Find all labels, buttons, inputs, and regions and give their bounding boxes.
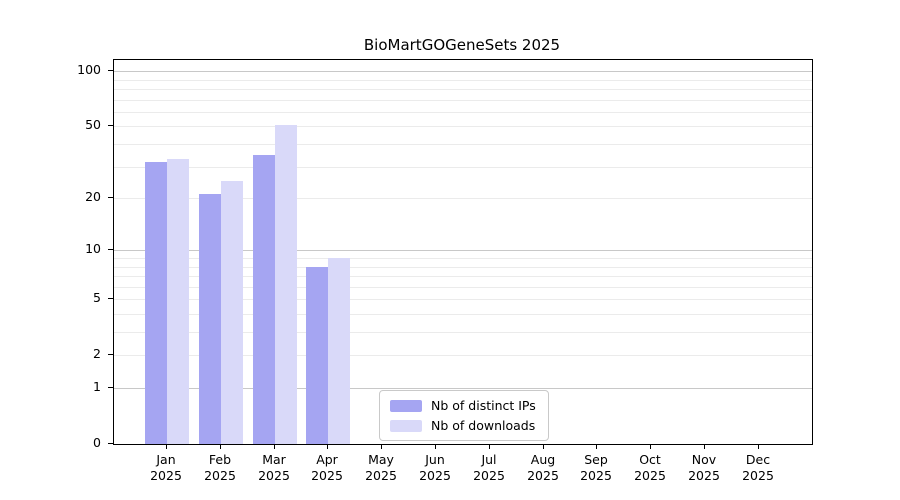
x-tick-mark [596, 444, 597, 449]
bar-apr-distinct-ips [306, 267, 329, 444]
plot-area: Nb of distinct IPs Nb of downloads [113, 59, 813, 445]
gridline-minor [114, 332, 812, 333]
gridline-minor [114, 286, 812, 288]
gridline-minor [114, 166, 812, 168]
bar-feb-distinct-ips [198, 194, 221, 444]
x-tick-label: Oct 2025 [634, 452, 666, 483]
x-tick-mark [381, 444, 382, 449]
gridline-major [114, 71, 812, 73]
x-tick-mark [435, 444, 436, 449]
bar-apr-downloads [328, 258, 351, 444]
gridline-major [114, 250, 812, 252]
x-tick-mark [758, 444, 759, 449]
x-tick-mark [166, 444, 167, 449]
x-tick-mark [489, 444, 490, 449]
gridline-minor [114, 111, 812, 113]
x-tick-label: Dec 2025 [742, 452, 774, 483]
x-tick-label: Mar 2025 [258, 452, 290, 483]
y-tick-label: 10 [85, 241, 101, 256]
bar-jan-downloads [167, 159, 189, 444]
y-tick-mark [108, 354, 113, 355]
y-tick-label: 2 [93, 346, 101, 361]
y-tick-label: 20 [85, 189, 101, 204]
x-tick-mark [543, 444, 544, 449]
bar-mar-distinct-ips [252, 155, 275, 444]
x-tick-label: Nov 2025 [688, 452, 720, 483]
x-tick-label: Apr 2025 [311, 452, 343, 483]
gridline-minor [114, 299, 812, 301]
x-tick-label: May 2025 [365, 452, 397, 483]
x-tick-mark [220, 444, 221, 449]
x-tick-label: Jan 2025 [150, 452, 182, 483]
y-tick-mark [108, 387, 113, 388]
gridline-minor [114, 266, 812, 268]
y-tick-mark [108, 197, 113, 198]
x-tick-mark [327, 444, 328, 449]
legend-swatch-distinct-ips [390, 399, 422, 412]
legend-label-distinct-ips: Nb of distinct IPs [431, 398, 536, 413]
y-tick-label: 100 [77, 62, 101, 77]
x-tick-label: Jun 2025 [419, 452, 451, 483]
bar-feb-downloads [220, 181, 243, 444]
gridline-minor [114, 144, 812, 145]
gridline-minor [114, 257, 812, 259]
y-tick-mark [108, 70, 113, 71]
legend-swatch-downloads [390, 419, 422, 432]
gridline-minor [114, 313, 812, 315]
y-tick-label: 50 [85, 117, 101, 132]
legend: Nb of distinct IPs Nb of downloads [379, 390, 549, 441]
y-tick-label: 1 [93, 379, 101, 394]
y-tick-mark [108, 249, 113, 250]
x-tick-label: Jul 2025 [473, 452, 505, 483]
gridline-minor [114, 99, 812, 101]
bar-mar-downloads [274, 125, 297, 444]
gridline-minor [114, 89, 812, 90]
legend-label-downloads: Nb of downloads [431, 418, 536, 433]
gridline-major [114, 388, 812, 389]
x-tick-label: Aug 2025 [527, 452, 559, 483]
legend-item-distinct-ips: Nb of distinct IPs [390, 398, 536, 413]
gridline-minor [114, 198, 812, 200]
gridline-minor [114, 79, 812, 81]
gridline-minor [114, 276, 812, 278]
y-tick-label: 0 [93, 435, 101, 450]
x-tick-mark [650, 444, 651, 449]
y-tick-mark [108, 125, 113, 126]
chart-title: BioMartGOGeneSets 2025 [363, 36, 561, 54]
gridline-minor [114, 126, 812, 128]
y-tick-mark [108, 298, 113, 299]
y-tick-label: 5 [93, 290, 101, 305]
x-tick-mark [704, 444, 705, 449]
y-tick-mark [108, 443, 113, 444]
x-tick-label: Feb 2025 [204, 452, 236, 483]
x-tick-label: Sep 2025 [580, 452, 612, 483]
legend-item-downloads: Nb of downloads [390, 418, 536, 433]
gridline-minor [114, 355, 812, 357]
x-tick-mark [274, 444, 275, 449]
bar-jan-distinct-ips [145, 162, 167, 444]
